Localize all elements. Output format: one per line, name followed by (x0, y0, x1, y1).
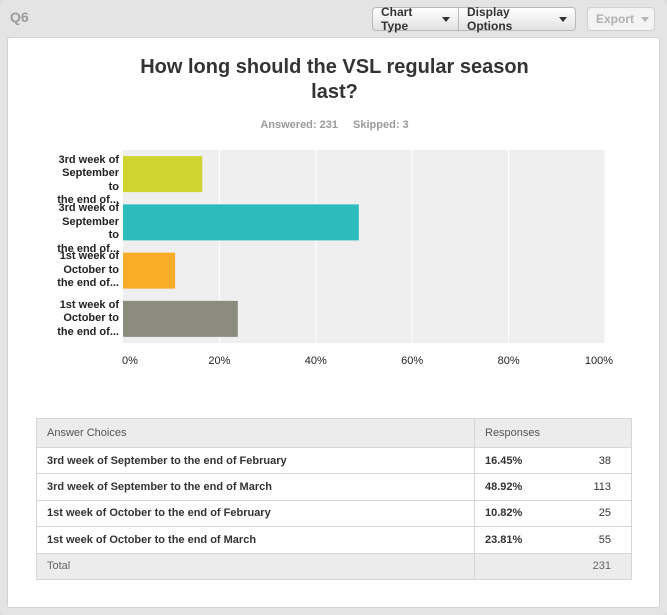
chevron-down-icon (641, 16, 650, 22)
table-row: 1st week of October to the end of Februa… (36, 499, 632, 528)
export-button[interactable]: Export (587, 7, 655, 31)
row-choice: 1st week of October to the end of Februa… (36, 499, 475, 528)
row-choice: 3rd week of September to the end of Febr… (36, 446, 475, 475)
display-options-button[interactable]: Display Options (458, 5, 576, 33)
row-percent: 16.45% (474, 446, 545, 475)
category-label: 3rd week of September to the end of... (49, 202, 119, 256)
bar[interactable] (123, 156, 203, 193)
table-row: 3rd week of September to the end of Febr… (36, 446, 632, 475)
chart-title: How long should the VSL regular season l… (140, 56, 529, 103)
header-responses: Responses (474, 418, 632, 448)
category-label-line: the end of... (57, 325, 119, 338)
total-label: Total (36, 552, 475, 580)
category-label-line: the end of... (57, 194, 119, 207)
chevron-down-icon (559, 16, 567, 22)
category-label-line: 1st week of (59, 250, 119, 263)
question-card: How long should the VSL regular season l… (7, 37, 660, 608)
bar[interactable] (123, 252, 176, 289)
category-label-line: the end of... (57, 242, 119, 255)
display-options-label: Display Options (467, 5, 513, 33)
row-percent: 48.92% (474, 473, 545, 501)
category-label-line: 3rd week of (58, 202, 119, 215)
row-count: 25 (544, 499, 632, 528)
header-answer-choices: Answer Choices (36, 418, 475, 448)
category-label-line: the end of... (57, 277, 119, 290)
chart-plot (123, 150, 606, 343)
export-label: Export (596, 12, 635, 26)
category-label: 3rd week of September to the end of... (49, 154, 119, 208)
x-tick-label: 40% (304, 355, 327, 367)
total-row: Total 231 (36, 552, 632, 580)
chevron-down-icon (442, 16, 450, 22)
row-count: 38 (544, 446, 632, 475)
row-choice: 3rd week of September to the end of Marc… (36, 473, 475, 501)
category-label-line: 3rd week of (58, 153, 119, 166)
category-label: 1st week of October to the end of... (49, 299, 119, 340)
row-count: 55 (544, 526, 632, 554)
category-label-line: 1st week of (59, 298, 119, 311)
bar[interactable] (123, 300, 238, 337)
chart-type-button[interactable]: Chart Type (372, 5, 459, 33)
x-tick-label: 80% (497, 355, 520, 367)
bar[interactable] (123, 204, 359, 241)
response-table: Answer Choices Responses 3rd week of Sep… (36, 418, 632, 580)
x-tick-label: 60% (401, 355, 424, 367)
table-header-row: Answer Choices Responses (36, 418, 632, 448)
row-percent: 23.81% (474, 526, 545, 554)
total-count: 231 (544, 552, 632, 580)
category-label-line: September to (62, 167, 119, 193)
chart-type-label: Chart Type (381, 5, 413, 33)
answered-count: Answered: 231 (260, 119, 338, 131)
question-toolbar: Q6 Chart Type Display Options Export (0, 0, 667, 36)
table-row: 1st week of October to the end of March … (36, 526, 632, 554)
response-stats: Answered: 231 Skipped: 3 (8, 119, 661, 131)
x-tick-label: 20% (208, 355, 231, 367)
category-label-line: October to (63, 312, 119, 325)
category-label-line: September to (62, 215, 119, 242)
total-pct-empty (474, 552, 545, 580)
skipped-count: Skipped: 3 (353, 119, 409, 131)
row-percent: 10.82% (474, 499, 545, 528)
category-label-line: October to (63, 263, 119, 276)
row-count: 113 (544, 473, 632, 501)
row-choice: 1st week of October to the end of March (36, 526, 475, 554)
category-label: 1st week of October to the end of... (49, 250, 119, 291)
table-row: 3rd week of September to the end of Marc… (36, 473, 632, 501)
x-tick-label: 0% (122, 355, 138, 367)
x-tick-label: 100% (584, 355, 614, 367)
question-number: Q6 (10, 9, 29, 25)
